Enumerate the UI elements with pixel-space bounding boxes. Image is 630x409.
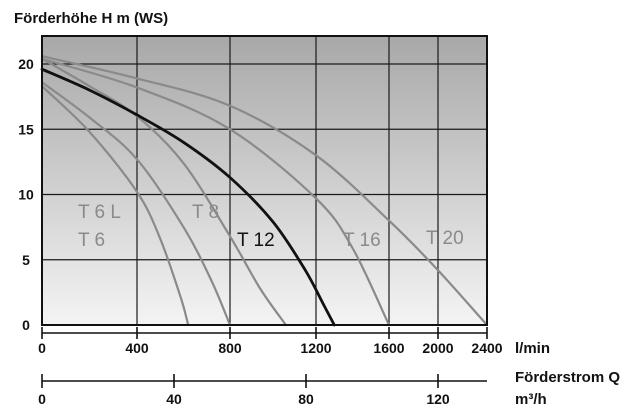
plot-frame xyxy=(41,35,488,326)
curve-t-16 xyxy=(40,57,391,327)
x-tick-label: 0 xyxy=(38,340,46,356)
y-tick-label: 20 xyxy=(18,56,34,72)
y-axis: 0 5 10 15 20 xyxy=(18,56,34,333)
y-tick-label: 10 xyxy=(18,187,34,203)
x2-tick-label: 40 xyxy=(166,391,182,407)
curve-t-8 xyxy=(40,57,287,327)
y-axis-title: Förderhöhe H m (WS) xyxy=(14,10,168,27)
curve-label-t-8: T 8 xyxy=(192,202,219,223)
curve-label-t-12: T 12 xyxy=(237,230,275,251)
grid-lines xyxy=(42,36,487,325)
x-tick-label: 1200 xyxy=(300,340,331,356)
curve-label-t-20: T 20 xyxy=(426,228,464,249)
x-axis: 0 400 800 1200 1600 2000 2400 l/min xyxy=(38,327,550,357)
x-axis-title: l/min xyxy=(515,340,550,357)
curve-label-t-6: T 6 xyxy=(78,230,105,251)
curve-labels: T 6 L T 6 T 8 T 12 T 16 T 20 xyxy=(78,202,464,251)
curve-label-t-6-l: T 6 L xyxy=(78,202,121,223)
pump-curves xyxy=(40,55,489,327)
x-tick-label: 800 xyxy=(218,340,242,356)
x-tick-label: 2000 xyxy=(422,340,453,356)
y-tick-label: 15 xyxy=(18,121,34,137)
y-tick-label: 5 xyxy=(22,252,30,268)
x2-axis-title: Förderstrom Q xyxy=(515,369,620,386)
x-tick-label: 1600 xyxy=(373,340,404,356)
x2-tick-label: 120 xyxy=(426,391,450,407)
x2-axis: 0 40 80 120 Förderstrom Q m³/h xyxy=(38,369,620,408)
y-tick-label: 0 xyxy=(22,317,30,333)
curve-t-6 xyxy=(40,85,190,327)
plot-area xyxy=(42,36,487,325)
x2-tick-label: 0 xyxy=(38,391,46,407)
curve-label-t-16: T 16 xyxy=(343,230,381,251)
curve-t-6-l xyxy=(40,81,232,327)
curve-t-20 xyxy=(40,55,489,327)
x2-axis-unit: m³/h xyxy=(515,391,547,408)
x-tick-label: 2400 xyxy=(471,340,502,356)
x2-tick-label: 80 xyxy=(298,391,314,407)
x-tick-label: 400 xyxy=(125,340,149,356)
curve-t-12 xyxy=(40,67,336,327)
